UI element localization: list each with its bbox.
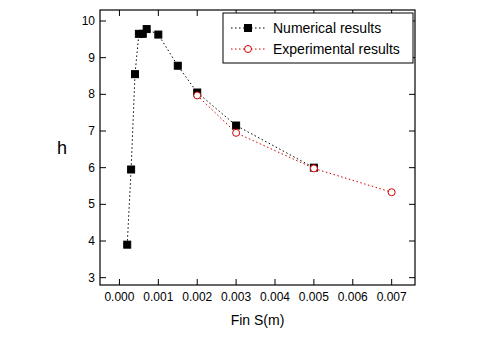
y-tick-label: 9 <box>88 51 95 65</box>
legend-box <box>223 13 413 63</box>
data-point <box>143 26 150 33</box>
x-tick <box>352 279 353 285</box>
y-tick <box>100 57 106 58</box>
x-tick-top <box>158 10 159 16</box>
data-point <box>174 62 181 69</box>
x-tick <box>275 279 276 285</box>
y-tick <box>100 21 106 22</box>
data-point <box>310 164 317 171</box>
y-tick-label: 10 <box>82 14 96 28</box>
x-tick <box>119 279 120 285</box>
y-tick-label: 4 <box>88 234 95 248</box>
legend: Numerical results Experimental results <box>223 13 413 63</box>
y-tick-right <box>409 277 415 278</box>
data-point <box>128 166 135 173</box>
x-tick-label: 0.000 <box>104 290 134 304</box>
y-tick-right <box>409 167 415 168</box>
y-tick-right <box>409 241 415 242</box>
legend-label: Experimental results <box>273 41 400 57</box>
y-tick-label: 7 <box>88 124 95 138</box>
data-point <box>194 92 201 99</box>
y-tick-right <box>409 204 415 205</box>
data-point <box>388 189 395 196</box>
legend-marker <box>245 25 252 32</box>
y-tick <box>100 204 106 205</box>
x-tick-label: 0.007 <box>377 290 407 304</box>
x-tick <box>197 279 198 285</box>
series-line <box>197 95 391 192</box>
data-point <box>233 129 240 136</box>
y-tick <box>100 277 106 278</box>
y-tick-label: 5 <box>88 197 95 211</box>
x-tick <box>158 279 159 285</box>
x-tick-label: 0.003 <box>221 290 251 304</box>
y-tick-label: 8 <box>88 87 95 101</box>
data-point <box>155 31 162 38</box>
x-axis-label: Fin S(m) <box>231 312 285 328</box>
x-tick <box>236 279 237 285</box>
data-point <box>124 241 131 248</box>
y-axis-label: h <box>57 138 67 158</box>
x-tick-top <box>119 10 120 16</box>
y-tick-label: 6 <box>88 161 95 175</box>
x-tick-label: 0.005 <box>299 290 329 304</box>
legend-label: Numerical results <box>273 20 381 36</box>
legend-marker <box>245 46 252 53</box>
x-tick-label: 0.006 <box>338 290 368 304</box>
x-tick-label: 0.002 <box>182 290 212 304</box>
x-tick-label: 0.001 <box>143 290 173 304</box>
data-point <box>310 165 317 172</box>
y-tick <box>100 241 106 242</box>
plot-frame <box>100 10 415 285</box>
y-tick <box>100 167 106 168</box>
x-tick <box>313 279 314 285</box>
data-point <box>233 122 240 129</box>
y-tick-right <box>409 94 415 95</box>
y-tick <box>100 131 106 132</box>
y-tick-right <box>409 131 415 132</box>
x-tick <box>391 279 392 285</box>
y-tick <box>100 94 106 95</box>
y-tick-label: 3 <box>88 271 95 285</box>
x-tick-top <box>197 10 198 16</box>
x-tick-label: 0.004 <box>260 290 290 304</box>
data-point <box>132 71 139 78</box>
chart: 0.000 0.001 0.002 0.003 0.004 0.005 0.006 0.007… <box>0 0 480 340</box>
